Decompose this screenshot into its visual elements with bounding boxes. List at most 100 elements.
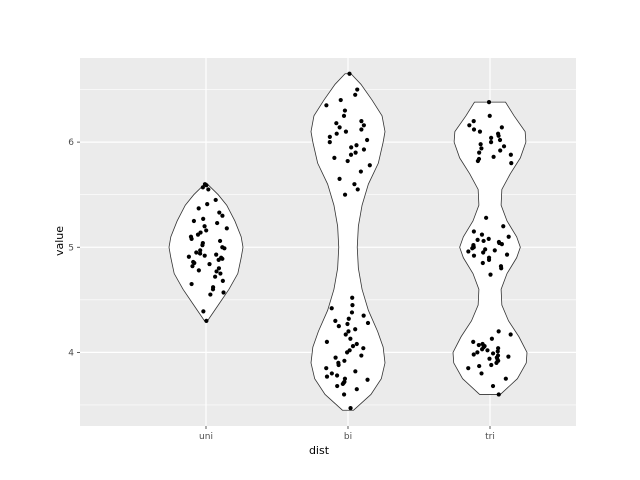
data-point-tri <box>496 329 501 334</box>
data-point-tri <box>477 363 482 369</box>
axis-layer: 4 5 6 uni bi tri <box>68 138 495 442</box>
data-point-bi <box>342 192 348 197</box>
data-point-bi <box>353 150 358 155</box>
data-point-tri <box>509 161 514 166</box>
data-point-uni <box>198 248 203 253</box>
data-point-tri <box>475 350 480 355</box>
data-point-tri <box>471 253 477 258</box>
data-point-bi <box>353 92 358 97</box>
data-point-tri <box>471 118 476 124</box>
data-point-bi <box>350 343 356 349</box>
y-axis-title: value <box>53 226 66 256</box>
data-point-uni <box>220 245 225 250</box>
data-point-uni <box>218 271 223 276</box>
data-point-tri <box>484 215 489 220</box>
data-point-bi <box>324 366 329 371</box>
data-point-uni <box>219 255 224 260</box>
data-point-bi <box>359 118 364 124</box>
data-point-tri <box>481 238 486 244</box>
data-point-uni <box>224 226 229 231</box>
data-point-tri <box>477 150 482 155</box>
data-point-uni <box>201 309 206 314</box>
data-point-bi <box>358 169 363 174</box>
data-point-tri <box>489 135 494 141</box>
data-point-tri <box>478 142 483 147</box>
data-point-uni <box>211 285 216 290</box>
data-point-tri <box>481 250 486 255</box>
data-point-bi <box>349 310 355 315</box>
data-point-bi <box>334 373 340 378</box>
data-point-tri <box>498 148 503 153</box>
data-point-uni <box>196 268 201 273</box>
data-point-tri <box>504 252 510 257</box>
data-point-bi <box>342 379 347 384</box>
data-point-uni <box>191 218 197 224</box>
x-tick-label-bi: bi <box>344 432 352 442</box>
data-point-uni <box>202 182 208 187</box>
data-point-uni <box>215 220 220 226</box>
data-point-tri <box>496 346 501 351</box>
data-point-bi <box>361 346 366 351</box>
violin-tri <box>452 101 528 395</box>
data-point-bi <box>333 318 338 323</box>
data-point-uni <box>194 250 199 255</box>
data-point-tri <box>501 224 506 229</box>
data-point-bi <box>365 377 370 382</box>
data-point-bi <box>324 339 330 344</box>
data-point-tri <box>483 247 488 252</box>
data-point-tri <box>496 392 501 397</box>
data-point-uni <box>186 254 191 259</box>
data-point-uni <box>217 210 222 215</box>
data-point-uni <box>190 264 195 269</box>
data-point-uni <box>201 216 206 221</box>
data-point-uni <box>202 253 207 258</box>
data-point-bi <box>341 392 347 397</box>
data-point-bi <box>354 143 359 148</box>
data-point-bi <box>337 125 342 130</box>
data-point-tri <box>488 272 493 277</box>
data-point-bi <box>334 131 339 136</box>
data-point-tri <box>495 349 500 354</box>
data-point-uni <box>202 224 207 229</box>
data-point-tri <box>506 354 511 359</box>
y-tick-label: 5 <box>68 243 74 253</box>
data-point-bi <box>354 341 359 347</box>
data-point-bi <box>367 163 372 168</box>
y-tick-label: 4 <box>68 348 74 358</box>
data-point-tri <box>466 366 471 371</box>
data-point-uni <box>220 278 225 283</box>
data-point-bi <box>349 145 354 150</box>
data-point-bi <box>353 327 358 332</box>
violin-layer <box>168 73 528 411</box>
data-point-bi <box>342 108 348 113</box>
data-point-tri <box>471 243 476 248</box>
data-point-tri <box>486 236 491 241</box>
data-point-bi <box>365 320 371 326</box>
data-point-tri <box>491 154 496 159</box>
point-layer <box>186 71 514 411</box>
data-point-bi <box>334 121 339 126</box>
data-point-tri <box>476 156 482 162</box>
data-point-bi <box>324 103 329 108</box>
data-point-tri <box>479 232 485 237</box>
data-point-bi <box>343 129 349 134</box>
data-point-tri <box>501 144 507 149</box>
data-point-tri <box>495 131 501 136</box>
data-point-tri <box>467 123 472 128</box>
data-point-bi <box>332 155 337 160</box>
data-point-uni <box>200 185 205 190</box>
data-point-bi <box>341 113 347 118</box>
data-point-bi <box>352 182 357 187</box>
data-point-bi <box>329 371 334 376</box>
data-point-uni <box>198 230 203 235</box>
data-point-bi <box>335 383 340 389</box>
data-point-uni <box>206 187 211 192</box>
data-point-uni <box>198 251 203 256</box>
data-point-bi <box>342 376 348 381</box>
data-point-bi <box>337 176 342 182</box>
data-point-bi <box>354 387 359 392</box>
data-point-uni <box>204 228 209 233</box>
data-point-tri <box>466 249 471 254</box>
data-point-tri <box>486 255 492 260</box>
data-point-tri <box>489 362 494 368</box>
